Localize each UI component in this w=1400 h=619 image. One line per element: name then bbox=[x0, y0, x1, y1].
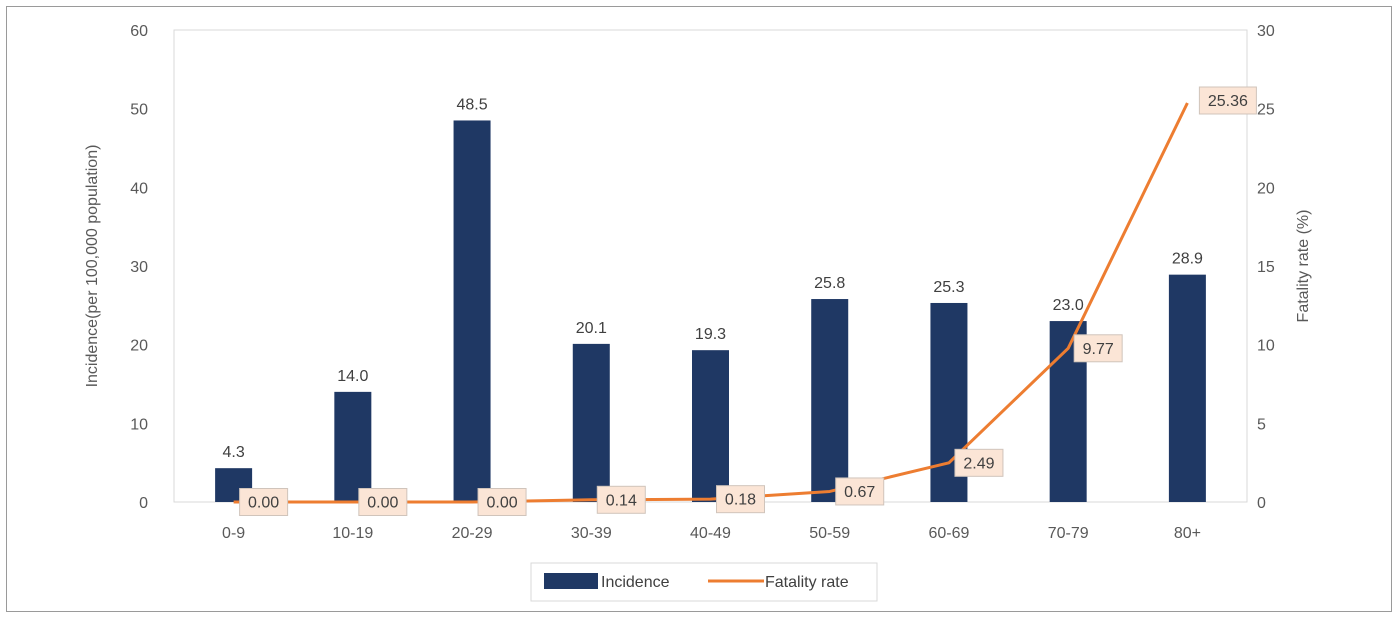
incidence-bar bbox=[334, 391, 372, 502]
y-tick-label: 10 bbox=[130, 416, 148, 433]
legend-fatality-label: Fatality rate bbox=[765, 574, 849, 591]
fatality-rate-label-box bbox=[1198, 86, 1257, 115]
fatality-rate-label-box bbox=[477, 488, 527, 516]
incidence-bar bbox=[453, 120, 491, 502]
incidence-value-label: 20.1 bbox=[576, 320, 607, 337]
x-tick-label: 0-9 bbox=[222, 525, 245, 542]
incidence-value-label: 14.0 bbox=[337, 368, 368, 385]
x-axis-ticks: 0-9 10-19 20-29 30-39 40-49 50-59 60-69 70-79 80… bbox=[222, 525, 1201, 542]
fatality-rate-label: 0.18 bbox=[716, 485, 765, 514]
fatality-rate-label-box bbox=[835, 477, 885, 506]
legend: Incidence Fatality rate bbox=[530, 562, 878, 602]
y2-tick-label: 5 bbox=[1257, 416, 1266, 433]
y2-tick-label: 20 bbox=[1257, 180, 1275, 197]
y-tick-label: 0 bbox=[139, 495, 148, 512]
incidence-bar bbox=[811, 299, 849, 502]
fatality-rate-value-label: 25.36 bbox=[1208, 93, 1248, 110]
fatality-rate-label-box bbox=[239, 488, 289, 516]
right-axis-title: Fatality rate (%) bbox=[1295, 210, 1312, 323]
fatality-rate-value-label: 0.00 bbox=[486, 495, 517, 512]
fatality-rate-label: 0.14 bbox=[596, 485, 646, 514]
y2-tick-label: 10 bbox=[1257, 338, 1275, 355]
legend-incidence-swatch bbox=[544, 573, 598, 589]
y-tick-label: 50 bbox=[130, 102, 148, 119]
fatality-rate-value-label: 0.00 bbox=[248, 495, 279, 512]
y2-tick-label: 25 bbox=[1257, 102, 1275, 119]
fatality-rate-data-labels: 0.00 0.00 0.00 0.14 0.18 0.67 2.49 9.77 25.36 bbox=[239, 86, 1257, 516]
fatality-rate-label: 0.00 bbox=[477, 488, 527, 516]
fatality-rate-value-label: 0.18 bbox=[725, 492, 756, 509]
fatality-rate-value-label: 2.49 bbox=[963, 455, 994, 472]
fatality-rate-label: 9.77 bbox=[1073, 334, 1123, 363]
fatality-rate-label-box bbox=[954, 448, 1004, 477]
fatality-rate-label-box bbox=[596, 485, 646, 514]
x-tick-label: 10-19 bbox=[332, 525, 373, 542]
y2-tick-label: 30 bbox=[1257, 23, 1275, 40]
fatality-rate-label: 0.00 bbox=[239, 488, 289, 516]
fatality-rate-label: 0.00 bbox=[358, 488, 408, 516]
fatality-rate-label-box bbox=[358, 488, 408, 516]
legend-incidence-label: Incidence bbox=[601, 574, 670, 591]
x-tick-label: 20-29 bbox=[452, 525, 493, 542]
incidence-value-label: 23.0 bbox=[1053, 297, 1084, 314]
left-axis-ticks: 0 10 20 30 40 50 60 bbox=[130, 23, 148, 512]
fatality-rate-label: 2.49 bbox=[954, 448, 1004, 477]
fatality-rate-label-box bbox=[716, 485, 765, 514]
fatality-rate-value-label: 9.77 bbox=[1083, 341, 1114, 358]
incidence-bar bbox=[1168, 274, 1206, 502]
incidence-value-label: 25.8 bbox=[814, 275, 845, 292]
x-tick-label: 50-59 bbox=[809, 525, 850, 542]
incidence-data-labels: 4.3 14.0 48.5 20.1 19.3 25.8 25.3 23.0 28.9 bbox=[222, 96, 1203, 461]
incidence-bar bbox=[692, 350, 729, 502]
x-tick-label: 70-79 bbox=[1048, 525, 1089, 542]
y2-tick-label: 0 bbox=[1257, 495, 1266, 512]
incidence-value-label: 48.5 bbox=[456, 96, 487, 113]
incidence-bar bbox=[572, 343, 610, 502]
y2-tick-label: 15 bbox=[1257, 259, 1275, 276]
y-tick-label: 60 bbox=[130, 23, 148, 40]
x-tick-label: 40-49 bbox=[690, 525, 731, 542]
x-tick-label: 60-69 bbox=[928, 525, 969, 542]
fatality-rate-label: 25.36 bbox=[1198, 86, 1257, 115]
incidence-value-label: 19.3 bbox=[695, 326, 726, 343]
x-tick-label: 30-39 bbox=[571, 525, 612, 542]
incidence-value-label: 4.3 bbox=[222, 444, 244, 461]
incidence-value-label: 28.9 bbox=[1172, 251, 1203, 268]
fatality-rate-value-label: 0.14 bbox=[606, 492, 637, 509]
y-tick-label: 40 bbox=[130, 180, 148, 197]
right-axis-ticks: 0 5 10 15 20 25 30 bbox=[1257, 23, 1275, 512]
left-axis-title: Incidence(per 100,000 population) bbox=[84, 145, 101, 388]
fatality-rate-label-box bbox=[1073, 334, 1123, 363]
incidence-value-label: 25.3 bbox=[933, 279, 964, 296]
y-tick-label: 20 bbox=[130, 338, 148, 355]
fatality-rate-value-label: 0.67 bbox=[844, 484, 875, 501]
chart-frame bbox=[6, 6, 1392, 612]
fatality-rate-label: 0.67 bbox=[835, 477, 885, 506]
x-tick-label: 80+ bbox=[1174, 525, 1201, 542]
y-tick-label: 30 bbox=[130, 259, 148, 276]
fatality-rate-value-label: 0.00 bbox=[367, 495, 398, 512]
